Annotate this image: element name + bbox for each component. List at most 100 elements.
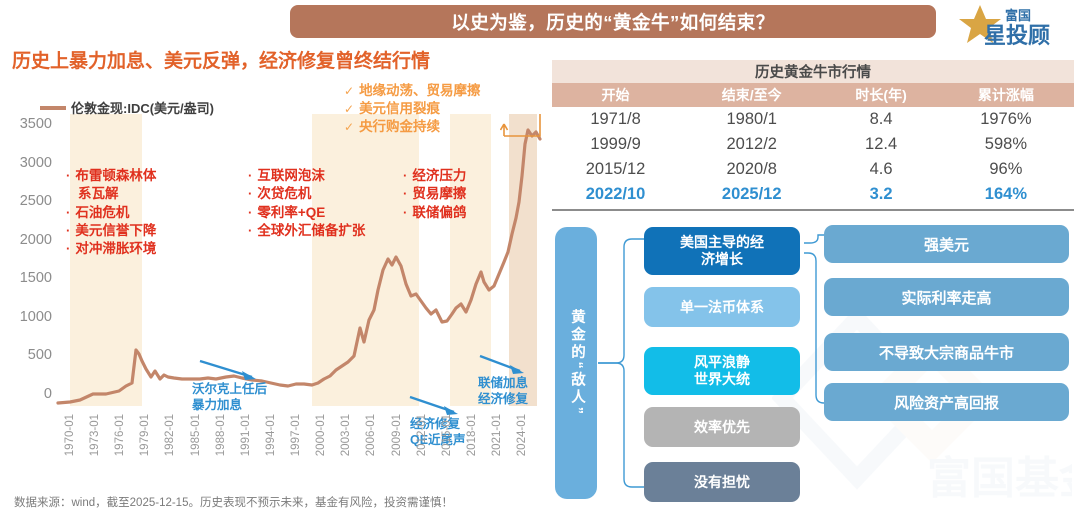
table-cell-end: 1980/1 <box>726 110 777 128</box>
check-item: ✓ 央行购金持续 <box>344 118 481 136</box>
y-tick: 1000 <box>19 308 52 325</box>
diagram-mid-box-efficiency[interactable]: 效率优先 <box>644 407 800 447</box>
x-axis: 1970-01 1973-01 1976-01 1979-01 1982-01 1985-… <box>56 414 542 484</box>
annotation-text: 系瓦解 <box>78 186 119 202</box>
bullet-icon: · <box>248 204 253 220</box>
table-title: 历史黄金牛市行情 <box>552 60 1074 83</box>
table-row: 1971/8 1980/1 8.4 1976% <box>552 107 1074 132</box>
table-row-current: 2022/10 2025/12 3.2 164% <box>552 182 1074 207</box>
diagram-mid-box-peace[interactable]: 风平浪静 世界大统 <box>644 347 800 395</box>
band-1999-2012 <box>312 114 419 406</box>
bullet-icon: · <box>66 168 71 183</box>
x-tick: 2009-01 <box>390 414 403 457</box>
annotation-group-2: · 互联网泡沫 · 次贷危机 · 零利率+QE · 全球外汇储备扩张 <box>248 167 365 240</box>
diagram-mid-label: 美国主导的经 <box>680 234 764 251</box>
arrow-icon-recovery <box>409 395 458 415</box>
annotation-text: 贸易摩擦 <box>412 186 467 202</box>
table-cell-years: 4.6 <box>869 160 893 178</box>
annotation-group-1: · 布雷顿森林体 系瓦解 · 石油危机 · 美元信誉下降 · 对冲滞胀环境 <box>66 167 156 259</box>
annotation-text: 经济压力 <box>412 168 467 183</box>
logo-bottom-text: 星投顾 <box>984 23 1050 48</box>
x-tick: 1985-01 <box>189 414 202 457</box>
x-tick: 2000-01 <box>315 414 328 457</box>
annotation-item: · 对冲滞胀环境 <box>66 240 156 258</box>
diagram-mid-box-growth[interactable]: 美国主导的经 济增长 <box>644 227 800 275</box>
y-tick: 2500 <box>19 193 52 210</box>
check-icon: ✓ <box>344 84 355 98</box>
diagram-mid-box-fiat[interactable]: 单一法币体系 <box>644 287 800 327</box>
table-cell-gain: 96% <box>989 160 1023 178</box>
diagram-mid-label: 没有担忧 <box>694 473 750 490</box>
table-row: 2015/12 2020/8 4.6 96% <box>552 157 1074 182</box>
bullet-icon: · <box>403 204 408 220</box>
annotation-item: · 联储偏鸽 <box>403 204 466 222</box>
diagram-right-box-real-rates[interactable]: 实际利率走高 <box>824 278 1069 316</box>
check-item: ✓ 美元信用裂痕 <box>344 100 481 118</box>
check-item-label: 地缘动荡、贸易摩擦 <box>359 83 481 98</box>
x-tick: 2018-01 <box>465 414 478 457</box>
diagram-right-box-commodities[interactable]: 不导致大宗商品牛市 <box>824 333 1069 371</box>
annotation-text: 零利率+QE <box>257 204 326 220</box>
gold-price-line <box>56 128 542 405</box>
y-tick: 3000 <box>19 154 52 171</box>
table-cell-end: 2025/12 <box>721 185 782 203</box>
x-tick: 1991-01 <box>239 414 252 457</box>
subtitle: 历史上暴力加息、美元反弹，经济修复曾终结行情 <box>12 51 431 72</box>
annotation-text: 联储加息 <box>478 376 529 390</box>
annotation-group-3: · 经济压力 · 贸易摩擦 · 联储偏鸽 <box>403 167 466 222</box>
x-tick: 1976-01 <box>114 414 127 457</box>
arrow-icon-volcker <box>199 359 256 380</box>
chart-legend: 伦敦金现:IDC(美元/盎司) <box>40 98 214 117</box>
diagram-mid-label: 济增长 <box>701 251 743 267</box>
y-tick: 1500 <box>19 270 52 287</box>
diagram-right-box-risk-assets[interactable]: 风险资产高回报 <box>824 383 1069 421</box>
check-icon: ✓ <box>344 102 355 117</box>
table-cell-gain: 598% <box>984 135 1027 153</box>
x-tick: 2006-01 <box>365 414 378 457</box>
annotation-text: 联储偏鸽 <box>412 204 467 220</box>
page-title-banner: 以史为鉴，历史的“黄金牛”如何结束？ <box>290 5 936 38</box>
y-tick: 2000 <box>19 231 52 248</box>
table-header-cell: 时长(年) <box>855 87 907 103</box>
gold-enemies-diagram: 黄金的“敌人” 美国主导的经 济增长 单一法币体系 风平浪静 世界大统 效率优先… <box>552 225 1076 510</box>
y-axis: 3500 3000 2500 2000 1500 1000 500 0 <box>0 116 52 402</box>
table-cell-start: 2022/10 <box>585 185 646 203</box>
annotation-text: 对冲滞胀环境 <box>75 241 157 257</box>
x-tick: 1970-01 <box>64 414 76 457</box>
diagram-spine-label: 黄金的“敌人” <box>568 309 585 417</box>
annotation-text: 石油危机 <box>75 204 130 220</box>
source-note: 数据来源：wind，截至2025-12-15。历史表现不预示未来，基金有风险，投… <box>14 497 453 509</box>
annotation-item: · 互联网泡沫 <box>248 167 365 185</box>
annotation-text: 次贷危机 <box>257 186 312 202</box>
x-tick: 2003-01 <box>340 414 353 457</box>
diagram-spine: 黄金的“敌人” <box>555 227 597 499</box>
table-cell-gain: 1976% <box>980 110 1032 128</box>
legend-swatch <box>40 105 66 110</box>
x-tick: 2015-01 <box>440 414 453 457</box>
band-1971-1980 <box>70 114 142 406</box>
x-tick: 2024-01 <box>516 414 529 457</box>
bullet-icon: · <box>248 186 253 202</box>
annotation-item: · 石油危机 <box>66 204 156 222</box>
diagram-right-box-strong-dollar[interactable]: 强美元 <box>824 225 1069 263</box>
gold-price-chart: 伦敦金现:IDC(美元/盎司) ✓ 地缘动荡、贸易摩擦 ✓ 美元信用裂痕 ✓ 央行购金… <box>0 62 548 487</box>
bullet-icon: · <box>66 204 71 220</box>
check-item-label: 央行购金持续 <box>359 119 441 135</box>
annotation-item: · 贸易摩擦 <box>403 185 466 203</box>
star-icon <box>959 5 1001 43</box>
diagram-mid-box-noworry[interactable]: 没有担忧 <box>644 462 800 502</box>
x-tick: 1988-01 <box>214 414 227 457</box>
table-cell-years: 8.4 <box>869 110 893 128</box>
y-tick: 500 <box>27 347 52 364</box>
diagram-mid-label: 效率优先 <box>694 418 750 435</box>
annotation-text: 全球外汇储备扩张 <box>257 223 366 239</box>
table-cell-gain: 164% <box>984 185 1027 203</box>
y-tick: 0 <box>43 385 52 402</box>
table-header-cell: 开始 <box>601 87 630 103</box>
x-tick: 1997-01 <box>290 414 303 457</box>
page-title: 以史为鉴，历史的“黄金牛”如何结束？ <box>451 11 775 33</box>
table-cell-end: 2020/8 <box>726 160 777 178</box>
table-cell-years: 3.2 <box>869 185 893 203</box>
x-tick: 1973-01 <box>89 414 102 457</box>
annotation-item: · 经济压力 <box>403 167 466 185</box>
